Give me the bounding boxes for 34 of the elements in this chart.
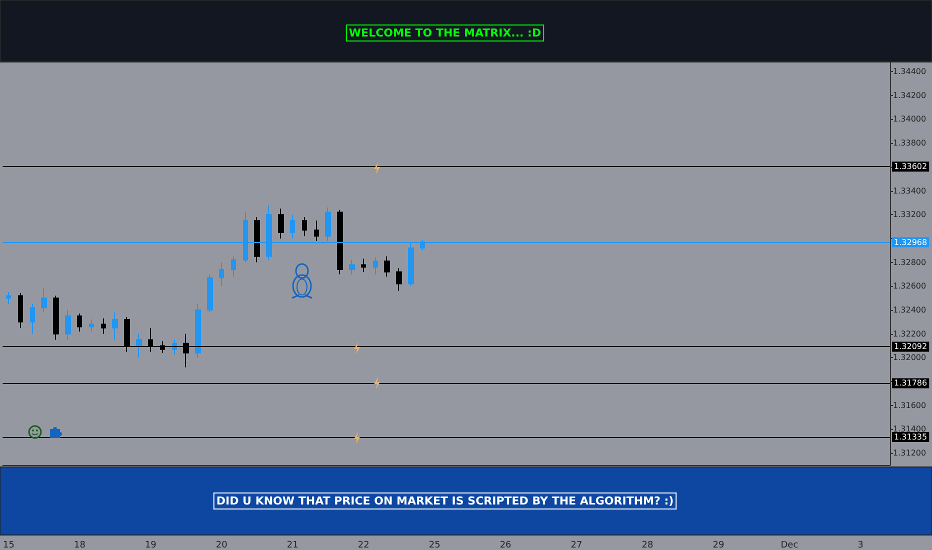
y-tick-label: 1.32400 [893,306,926,314]
y-tick-label: 1.32000 [893,353,926,362]
y-tick-label: 1.34200 [893,90,926,100]
text: WELCOME TO THE MATRIX... :D [348,26,542,40]
y-tick-label: 1.33400 [893,186,926,196]
x-tick-label: 3 [858,540,864,550]
x-tick-label: 21 [286,540,298,550]
ref-line-label: 1.32968 [894,238,928,247]
y-tick-label: 1.32200 [893,329,926,338]
ref-line-label: 1.32092 [894,342,928,352]
y-tick-label: 1.32800 [893,258,926,267]
y-tick-label: 1.31200 [893,448,926,458]
x-tick-label: 18 [74,540,86,550]
x-tick-label: 26 [500,540,512,550]
y-tick-label: 1.33800 [893,138,926,148]
x-tick-label: 27 [570,540,582,550]
ref-line-label: 1.31335 [894,432,928,442]
y-tick-label: 1.34400 [893,67,926,76]
ref-line-label: 1.31786 [894,378,928,388]
x-tick-label: Dec [780,540,798,550]
x-tick-label: 20 [216,540,228,550]
x-tick-label: 29 [712,540,724,550]
ref-line-label: 1.33602 [894,162,928,172]
x-tick-label: 19 [144,540,157,550]
y-tick-label: 1.31400 [893,424,926,434]
y-tick-label: 1.33200 [893,210,926,220]
y-tick-label: 1.31600 [893,400,926,410]
text: DID U KNOW THAT PRICE ON MARKET IS SCRIPTED BY THE ALGORITHM? :) [216,494,674,508]
y-tick-label: 1.32600 [893,282,926,291]
x-tick-label: 22 [358,540,370,550]
x-tick-label: 25 [428,540,440,550]
x-tick-label: 15 [2,540,14,550]
y-tick-label: 1.34000 [893,114,926,124]
x-tick-label: 28 [642,540,654,550]
